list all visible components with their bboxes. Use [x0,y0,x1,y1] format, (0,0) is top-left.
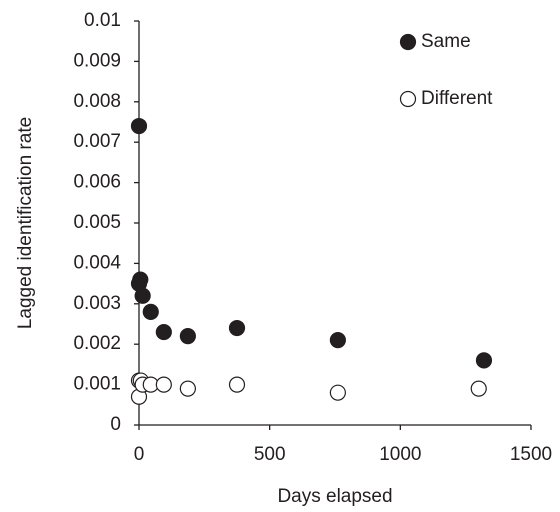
point [132,271,149,288]
legend-label: Same [421,31,471,52]
point [228,376,246,393]
point [179,380,196,397]
y-tick-label: 0.003 [73,293,121,314]
point [329,332,346,349]
x-tick-label: 1500 [510,444,552,465]
x-tick-label: 1000 [379,444,421,465]
point [329,384,346,401]
y-tick-label: 0.009 [73,50,121,71]
x-axis-label: Days elapsed [277,486,392,507]
y-tick-label: 0.001 [73,374,121,395]
y-tick-label: 0.005 [73,212,121,233]
y-tick-label: 0 [110,414,121,435]
point [142,303,159,320]
legend-marker [399,33,417,51]
point [155,323,172,341]
y-tick-label: 0.007 [73,131,121,152]
y-tick-label: 0.01 [84,10,121,31]
point [475,352,493,369]
x-tick-label: 0 [134,444,145,465]
legend-label: Different [421,88,493,109]
point [228,319,246,337]
x-tick-label: 500 [254,444,286,465]
point [130,117,148,135]
point [155,376,172,393]
y-tick-label: 0.006 [73,172,121,193]
point [470,380,487,397]
y-tick-label: 0.008 [73,91,121,112]
y-tick-label: 0.004 [73,252,121,273]
point [179,328,196,345]
point [134,287,151,304]
y-axis-label: Lagged identification rate [15,117,36,329]
legend-marker [399,90,417,108]
y-tick-label: 0.002 [73,333,121,354]
